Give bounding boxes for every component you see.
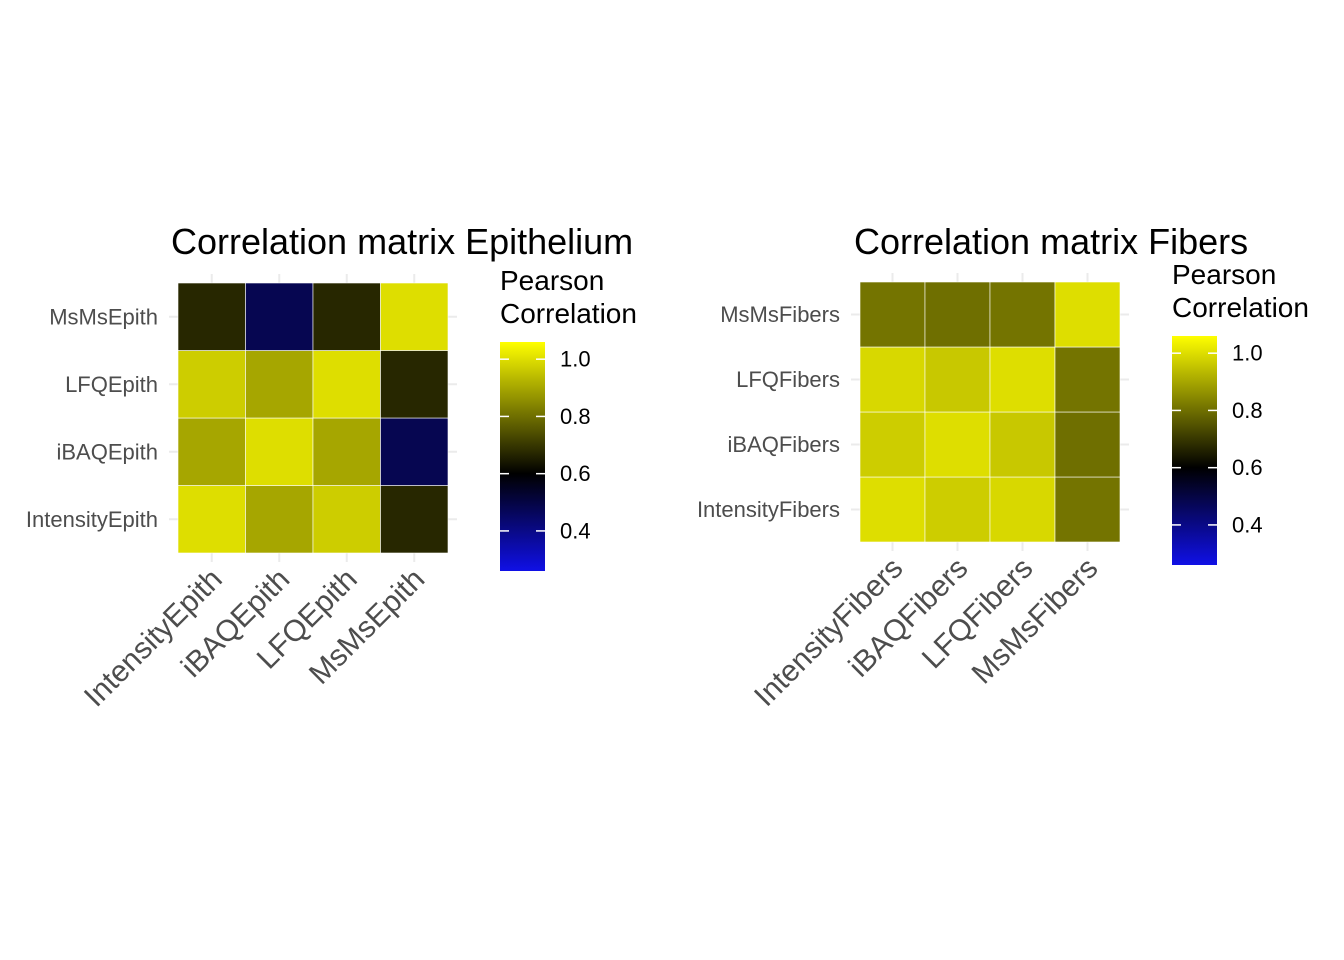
- heatmap-tile-IntensityFibers-MsMsFibers: [1054, 476, 1121, 543]
- y-tick-label: IntensityEpith: [26, 507, 158, 532]
- colorbar: [1172, 336, 1217, 565]
- colorbar-tick-label: 1.0: [1232, 341, 1263, 366]
- colorbar-tick-label: 0.6: [1232, 455, 1263, 480]
- heatmap-tile-MsMsFibers-iBAQFibers: [924, 281, 991, 348]
- colorbar-tick-label: 0.6: [560, 461, 591, 486]
- epithelium-heatmap-panel: Correlation matrix Epithelium IntensityE…: [26, 221, 637, 713]
- heatmap-tiles: [859, 281, 1121, 543]
- heatmap-tile-IntensityFibers-IntensityFibers: [859, 476, 926, 543]
- heatmap-tile-IntensityEpith-MsMsEpith: [380, 485, 449, 554]
- heatmap-tile-LFQEpith-IntensityEpith: [177, 350, 246, 419]
- x-axis-tick-labels: IntensityFibersiBAQFibersLFQFibersMsMsFi…: [748, 552, 1104, 713]
- y-axis-tick-labels: IntensityEpith iBAQEpith LFQEpith MsMsEpith: [26, 304, 158, 532]
- legend-title-line-1: Pearson: [1172, 259, 1276, 290]
- heatmap-tile-LFQFibers-IntensityFibers: [859, 346, 926, 413]
- heatmap-tile-IntensityEpith-iBAQEpith: [245, 485, 314, 554]
- heatmap-tile-iBAQEpith-iBAQEpith: [245, 417, 314, 486]
- chart-title: Correlation matrix Epithelium: [171, 221, 633, 262]
- y-tick-label: MsMsFibers: [720, 302, 840, 327]
- legend-title-line-2: Correlation: [1172, 292, 1309, 323]
- colorbar-tick-label: 0.8: [1232, 398, 1263, 423]
- heatmap-tile-LFQEpith-MsMsEpith: [380, 350, 449, 419]
- heatmap-tile-MsMsFibers-LFQFibers: [989, 281, 1056, 348]
- heatmap-tile-iBAQEpith-IntensityEpith: [177, 417, 246, 486]
- y-tick-label: LFQEpith: [65, 372, 158, 397]
- heatmap-tile-IntensityFibers-LFQFibers: [989, 476, 1056, 543]
- y-tick-label: MsMsEpith: [49, 304, 158, 329]
- heatmap-tile-iBAQFibers-LFQFibers: [989, 411, 1056, 478]
- colorbar-tick-label: 1.0: [560, 347, 591, 372]
- heatmap-tile-MsMsEpith-iBAQEpith: [245, 282, 314, 351]
- heatmap-tile-iBAQFibers-MsMsFibers: [1054, 411, 1121, 478]
- chart-title: Correlation matrix Fibers: [854, 221, 1248, 262]
- heatmap-tile-IntensityEpith-IntensityEpith: [177, 485, 246, 554]
- colorbar-tick-label: 0.8: [560, 404, 591, 429]
- heatmap-tile-LFQFibers-iBAQFibers: [924, 346, 991, 413]
- y-tick-label: LFQFibers: [736, 367, 840, 392]
- y-tick-label: iBAQFibers: [728, 432, 840, 457]
- heatmap-tile-MsMsEpith-LFQEpith: [312, 282, 381, 351]
- colorbar-tick-label: 0.4: [1232, 512, 1263, 537]
- heatmap-tile-MsMsFibers-IntensityFibers: [859, 281, 926, 348]
- heatmap-tile-IntensityEpith-LFQEpith: [312, 485, 381, 554]
- colorbar: [500, 342, 545, 571]
- y-axis-tick-labels: IntensityFibers iBAQFibers LFQFibers MsMsFi…: [697, 302, 840, 522]
- colorbar-legend: Pearson Correlation 0.4 0.6 0.8 1.0: [1172, 259, 1309, 565]
- colorbar-legend: Pearson Correlation 0.4 0.6 0.8 1.0: [500, 265, 637, 571]
- legend-title-line-2: Correlation: [500, 298, 637, 329]
- heatmap-tile-LFQEpith-LFQEpith: [312, 350, 381, 419]
- heatmap-tile-LFQFibers-LFQFibers: [989, 346, 1056, 413]
- heatmap-tile-iBAQFibers-IntensityFibers: [859, 411, 926, 478]
- heatmap-tile-LFQFibers-MsMsFibers: [1054, 346, 1121, 413]
- heatmap-tile-iBAQEpith-LFQEpith: [312, 417, 381, 486]
- heatmap-tile-MsMsFibers-MsMsFibers: [1054, 281, 1121, 348]
- fibers-heatmap-panel: Correlation matrix Fibers IntensityFiber…: [697, 221, 1309, 713]
- colorbar-tick-label: 0.4: [560, 518, 591, 543]
- y-tick-label: iBAQEpith: [57, 439, 159, 464]
- y-tick-label: IntensityFibers: [697, 497, 840, 522]
- heatmap-tile-MsMsEpith-MsMsEpith: [380, 282, 449, 351]
- heatmap-tile-iBAQFibers-iBAQFibers: [924, 411, 991, 478]
- heatmap-tile-IntensityFibers-iBAQFibers: [924, 476, 991, 543]
- heatmap-tile-iBAQEpith-MsMsEpith: [380, 417, 449, 486]
- heatmap-tile-MsMsEpith-IntensityEpith: [177, 282, 246, 351]
- heatmap-tiles: [177, 282, 449, 554]
- heatmap-tile-LFQEpith-iBAQEpith: [245, 350, 314, 419]
- legend-title-line-1: Pearson: [500, 265, 604, 296]
